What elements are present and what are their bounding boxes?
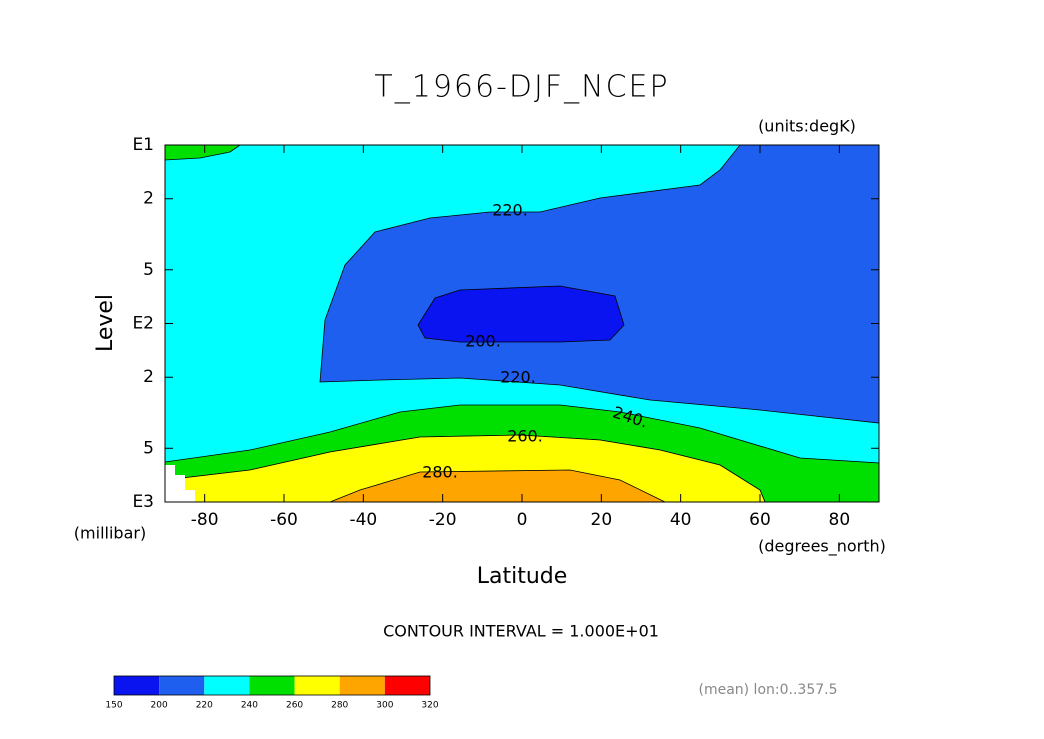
x-tick-label: 0 <box>517 510 528 530</box>
x-tick-label: -40 <box>349 510 377 530</box>
y-tick-label: 5 <box>143 438 154 458</box>
colorbar-segment <box>159 676 205 695</box>
contour-label: 200. <box>465 332 501 351</box>
note: (mean) lon:0..357.5 <box>698 682 837 698</box>
contour-region <box>319 144 880 424</box>
contour-label: 260. <box>507 427 543 446</box>
x-units: (degrees_north) <box>758 537 886 557</box>
colorbar-label: 300 <box>376 701 393 711</box>
missing-data <box>165 465 195 502</box>
colorbar-label: 200 <box>151 701 168 711</box>
y-tick-label: E1 <box>132 135 154 155</box>
x-tick-label: 40 <box>670 510 692 530</box>
units-label: (units:degK) <box>758 117 856 136</box>
colorbar-label: 150 <box>105 701 122 711</box>
contour-label: 280. <box>422 463 458 482</box>
y-tick-label: E3 <box>132 492 154 512</box>
y-units: (millibar) <box>74 524 146 543</box>
colorbar-segment <box>114 676 160 695</box>
y-axis-label: Level <box>93 294 118 352</box>
contour-interval: CONTOUR INTERVAL = 1.000E+01 <box>383 622 659 641</box>
colorbar-frame <box>113 675 431 696</box>
colorbar-label: 220 <box>196 701 213 711</box>
colorbar-segment <box>384 676 430 695</box>
x-tick-label: -80 <box>191 510 219 530</box>
colorbar-label: 240 <box>241 701 258 711</box>
y-tick-label: 5 <box>143 260 154 280</box>
y-tick-label: 2 <box>143 367 154 387</box>
x-tick-label: 20 <box>591 510 613 530</box>
x-tick-label: -20 <box>429 510 457 530</box>
contour-label: 220. <box>492 201 528 220</box>
colorbar-segment <box>249 676 295 695</box>
colorbar-label: 280 <box>331 701 348 711</box>
y-tick-label: E2 <box>132 314 154 334</box>
chart-title: T_1966-DJF_NCEP <box>374 70 669 105</box>
colorbar-segment <box>294 676 340 695</box>
x-tick-label: 80 <box>829 510 851 530</box>
contour-label: 220. <box>500 368 536 387</box>
y-tick-label: 2 <box>143 189 154 209</box>
contour-region <box>417 285 625 343</box>
x-tick-label: -60 <box>270 510 298 530</box>
colorbar-label: 260 <box>286 701 303 711</box>
colorbar-segment <box>339 676 385 695</box>
x-tick-label: 60 <box>749 510 771 530</box>
x-axis-label: Latitude <box>477 564 568 589</box>
colorbar-segment <box>204 676 250 695</box>
colorbar-label: 320 <box>421 701 438 711</box>
